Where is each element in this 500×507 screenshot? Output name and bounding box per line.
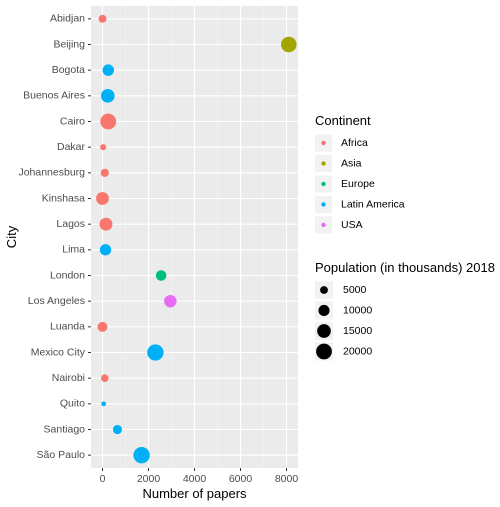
y-tick-label: Bogota [52, 64, 85, 76]
y-tick-label: Buenos Aires [23, 90, 85, 102]
y-axis-label: City [4, 225, 19, 248]
legend-swatch [321, 202, 326, 207]
y-tick-label: Lagos [56, 218, 85, 230]
data-point [99, 217, 113, 231]
data-point [112, 424, 123, 435]
data-point [281, 36, 297, 53]
legend-swatch [321, 222, 326, 228]
data-point [133, 446, 150, 464]
y-tick-label: São Paulo [37, 449, 86, 461]
y-tick-label: Luanda [50, 321, 85, 333]
data-points [96, 14, 297, 464]
continent-legend: Continent Africa Asia Europe Latin America U… [315, 113, 405, 234]
data-point [102, 64, 114, 76]
x-axis-label: Number of papers [142, 486, 247, 501]
legend-swatch [321, 140, 326, 146]
x-tick-label: 6000 [229, 473, 253, 485]
data-point [100, 144, 107, 151]
size-legend-label: 15000 [343, 325, 372, 337]
size-legend-swatch [318, 304, 330, 317]
data-point [101, 401, 107, 407]
x-tick-label: 2000 [137, 473, 161, 485]
y-tick-label: Santiago [44, 423, 86, 435]
continent-legend-title: Continent [315, 113, 371, 128]
y-tick-label: Los Angeles [28, 295, 85, 307]
data-point [97, 321, 108, 332]
legend-label: Asia [341, 157, 362, 169]
legend-swatch [321, 161, 326, 166]
y-tick-label: Mexico City [31, 346, 86, 358]
data-point [155, 270, 167, 281]
x-axis-ticks: 0 2000 4000 6000 8000 [100, 468, 299, 485]
legend-label: Latin America [341, 198, 405, 210]
size-legend-swatch [320, 286, 328, 294]
data-point [98, 14, 107, 23]
legend-label: Europe [341, 178, 375, 190]
data-point [164, 294, 177, 308]
y-tick-label: Abidjan [50, 13, 85, 25]
y-tick-label: Dakar [57, 141, 86, 153]
data-point [147, 344, 164, 361]
data-point [100, 89, 115, 103]
data-point [99, 244, 112, 256]
size-legend-label: 20000 [343, 345, 372, 357]
size-legend-label: 5000 [343, 284, 367, 296]
y-tick-label: Johannesburg [18, 167, 85, 179]
size-legend-label: 10000 [343, 304, 372, 316]
legend-label: USA [341, 219, 363, 231]
y-axis-ticks: Abidjan Beijing Bogota Buenos Aires Cairo Dak… [18, 13, 91, 461]
x-tick-label: 0 [100, 473, 106, 485]
x-tick-label: 4000 [183, 473, 207, 485]
size-legend-swatch [317, 324, 331, 338]
plot-panel [91, 6, 298, 468]
x-tick-label: 8000 [275, 473, 299, 485]
y-tick-label: London [50, 269, 85, 281]
population-legend: Population (in thousands) 2018 5000 10000… [315, 260, 495, 361]
data-point [100, 113, 117, 130]
data-point [96, 192, 109, 205]
population-legend-title: Population (in thousands) 2018 [315, 260, 495, 275]
y-tick-label: Beijing [53, 38, 85, 50]
data-point [100, 168, 109, 177]
y-tick-label: Quito [60, 398, 85, 410]
y-tick-label: Nairobi [52, 372, 85, 384]
y-tick-label: Cairo [60, 115, 85, 127]
y-tick-label: Lima [62, 244, 85, 256]
legend-swatch [321, 181, 326, 187]
legend-label: Africa [341, 137, 368, 149]
size-legend-swatch [316, 343, 332, 360]
data-point [100, 374, 109, 382]
y-tick-label: Kinshasa [42, 192, 85, 204]
